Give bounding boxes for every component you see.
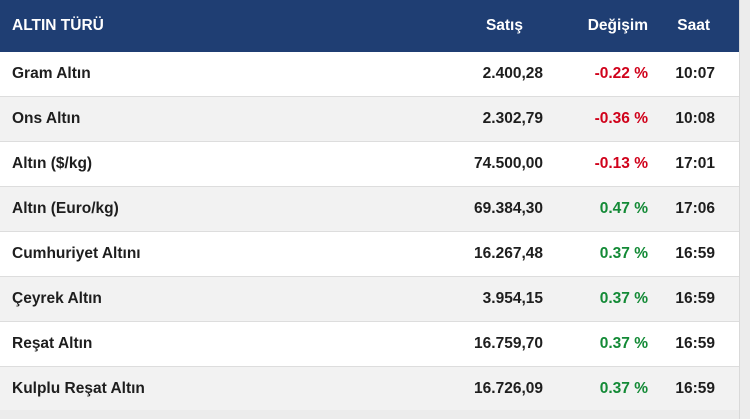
gold-type-name[interactable]: Çeyrek Altın (12, 290, 102, 307)
table-header: ALTIN TÜRÜ Satış Değişim Saat (0, 0, 739, 52)
change-value: -0.13 % (594, 155, 648, 172)
gold-type-name[interactable]: Gram Altın (12, 65, 91, 82)
table-row[interactable]: Reşat Altın 16.759,70 0.37 % 16:59 (0, 322, 739, 367)
update-time: 17:01 (675, 155, 715, 172)
gold-type-name[interactable]: Reşat Altın (12, 335, 93, 352)
table-row[interactable]: Altın ($/kg) 74.500,00 -0.13 % 17:01 (0, 142, 739, 187)
table-row[interactable]: Gram Altın 2.400,28 -0.22 % 10:07 (0, 52, 739, 97)
table-row[interactable]: Altın (Euro/kg) 69.384,30 0.47 % 17:06 (0, 187, 739, 232)
gold-type-name[interactable]: Altın ($/kg) (12, 155, 93, 172)
change-value: 0.37 % (599, 290, 648, 307)
change-value: 0.37 % (599, 245, 648, 262)
header-type: ALTIN TÜRÜ (12, 17, 104, 34)
header-sell: Satış (485, 17, 523, 34)
gold-type-name[interactable]: Altın (Euro/kg) (12, 200, 119, 217)
sell-price: 2.400,28 (482, 65, 543, 82)
gold-type-name[interactable]: Kulplu Reşat Altın (12, 380, 145, 397)
update-time: 16:59 (675, 380, 715, 397)
sell-price: 16.726,09 (474, 380, 543, 397)
change-value: 0.47 % (599, 200, 648, 217)
sell-price: 3.954,15 (482, 290, 543, 307)
sell-price: 69.384,30 (474, 200, 543, 217)
update-time: 10:07 (675, 65, 715, 82)
update-time: 17:06 (675, 200, 715, 217)
gold-type-name[interactable]: Ons Altın (12, 110, 81, 127)
header-change: Değişim (587, 17, 648, 34)
sell-price: 2.302,79 (482, 110, 543, 127)
table-row[interactable]: Cumhuriyet Altını 16.267,48 0.37 % 16:59 (0, 232, 739, 277)
update-time: 16:59 (675, 335, 715, 352)
table-row[interactable]: Çeyrek Altın 3.954,15 0.37 % 16:59 (0, 277, 739, 322)
change-value: 0.37 % (599, 335, 648, 352)
header-time: Saat (677, 17, 710, 34)
sell-price: 74.500,00 (474, 155, 543, 172)
change-value: 0.37 % (599, 380, 648, 397)
table-bottom-edge (0, 410, 739, 419)
update-time: 10:08 (675, 110, 715, 127)
sell-price: 16.267,48 (474, 245, 543, 262)
update-time: 16:59 (675, 290, 715, 307)
update-time: 16:59 (675, 245, 715, 262)
change-value: -0.36 % (594, 110, 648, 127)
sell-price: 16.759,70 (474, 335, 543, 352)
table-row[interactable]: Ons Altın 2.302,79 -0.36 % 10:08 (0, 97, 739, 142)
gold-type-name[interactable]: Cumhuriyet Altını (12, 245, 141, 262)
table-row[interactable]: Kulplu Reşat Altın 16.726,09 0.37 % 16:5… (0, 367, 739, 412)
change-value: -0.22 % (594, 65, 648, 82)
